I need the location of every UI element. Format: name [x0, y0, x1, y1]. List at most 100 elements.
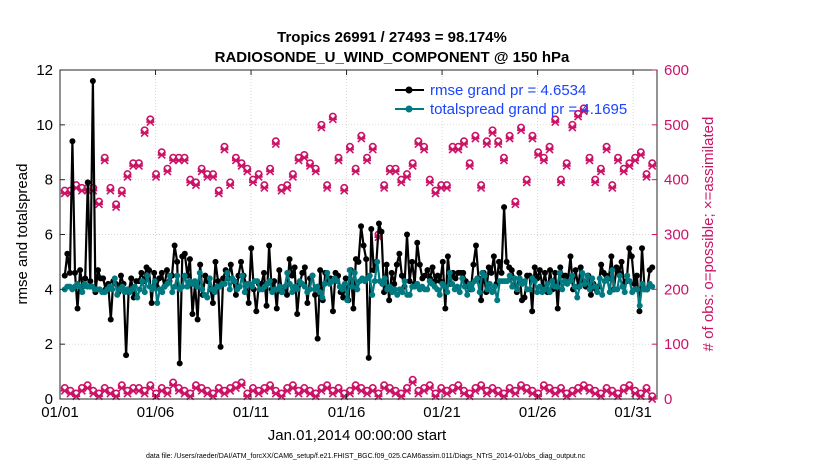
y-tick-label-left: 8: [45, 172, 53, 189]
spread-point: [191, 278, 198, 285]
rmse-point: [608, 253, 615, 260]
rmse-point: [245, 300, 252, 307]
spread-point: [584, 272, 591, 279]
spread-point: [354, 286, 361, 293]
obs-assimilated-marker: [300, 153, 309, 162]
spread-point: [226, 286, 233, 293]
rmse-point: [117, 272, 124, 279]
spread-point: [596, 275, 603, 282]
spread-point: [441, 283, 448, 290]
spread-point: [586, 286, 593, 293]
obs-assimilated-marker: [351, 167, 360, 176]
spread-point: [241, 289, 248, 296]
legend-spread-marker: [405, 105, 413, 113]
spread-point: [554, 283, 561, 290]
obs-assimilated-marker: [226, 181, 235, 190]
spread-point: [341, 280, 348, 287]
rmse-point: [508, 267, 515, 274]
spread-point: [369, 291, 376, 298]
obs-assimilated-marker: [260, 183, 269, 192]
rmse-point: [248, 245, 255, 252]
spread-point: [619, 283, 626, 290]
rmse-point: [406, 278, 413, 285]
obs-assimilated-marker: [488, 128, 497, 138]
spread-point: [391, 286, 398, 293]
obs-assimilated-marker: [402, 172, 412, 181]
spread-point: [424, 286, 431, 293]
obs-assimilated-marker: [442, 183, 451, 192]
spread-point: [444, 289, 451, 296]
spread-point: [626, 278, 633, 285]
y-axis-right-label: # of obs: o=possible; ×=assimilated: [700, 117, 717, 352]
rmse-point: [74, 305, 81, 312]
spread-point: [314, 283, 321, 290]
rmse-point: [501, 204, 508, 211]
spread-point: [544, 280, 551, 287]
spread-point: [199, 286, 206, 293]
rmse-point: [541, 269, 548, 276]
spread-point: [279, 289, 286, 296]
rmse-point: [87, 278, 94, 285]
obs-assimilated-marker: [477, 183, 486, 192]
spread-point: [476, 289, 483, 296]
rmse-point: [128, 275, 135, 282]
spread-point: [371, 278, 378, 285]
rmse-point: [273, 305, 280, 312]
obs-assimilated-marker: [271, 139, 280, 149]
spread-point: [436, 291, 443, 298]
rmse-point: [77, 267, 84, 274]
rmse-point: [294, 311, 301, 318]
rmse-point: [631, 280, 638, 287]
obs-assimilated-marker: [214, 189, 223, 198]
rmse-point: [587, 291, 594, 298]
rmse-point: [495, 258, 502, 265]
spread-point: [599, 291, 606, 298]
spread-point: [249, 283, 256, 290]
y-tick-label-right: 100: [664, 336, 689, 353]
spread-point: [531, 278, 538, 285]
spread-point: [366, 272, 373, 279]
spread-point: [571, 283, 578, 290]
obs-assimilated-marker: [562, 161, 571, 171]
rmse-point: [84, 179, 91, 186]
spread-point: [344, 297, 351, 304]
spread-point: [139, 278, 146, 285]
rmse-point: [552, 269, 559, 276]
rmse-point: [360, 242, 367, 249]
x-tick-label: 01/16: [328, 404, 366, 421]
rmse-point: [266, 242, 273, 249]
obs-assimilated-marker: [648, 161, 657, 171]
obs-assimilated-marker: [345, 145, 355, 154]
spread-point: [516, 275, 523, 282]
spread-point: [109, 286, 116, 293]
x-tick-label: 01/21: [423, 404, 461, 421]
spread-point: [461, 283, 468, 290]
y-tick-label-left: 10: [36, 117, 53, 134]
obs-assimilated-marker: [568, 123, 577, 132]
spread-point: [289, 289, 296, 296]
obs-assimilated-marker: [516, 126, 526, 135]
rmse-point: [329, 308, 336, 315]
spread-point: [484, 286, 491, 293]
obs-assimilated-marker: [522, 178, 531, 187]
y-tick-label-left: 0: [45, 391, 53, 408]
rmse-point: [490, 253, 497, 260]
spread-point: [639, 280, 646, 287]
obs-low-assimilated-marker: [237, 381, 246, 390]
obs-assimilated-marker: [596, 167, 605, 176]
obs-assimilated-marker: [391, 167, 400, 176]
obs-assimilated-marker: [539, 156, 548, 165]
obs-assimilated-marker: [465, 161, 474, 171]
spread-point: [506, 272, 513, 279]
y-tick-label-left: 2: [45, 336, 53, 353]
obs-assimilated-marker: [140, 128, 149, 138]
spread-point: [164, 280, 171, 287]
rmse-point: [301, 264, 308, 271]
obs-assimilated-marker: [220, 145, 229, 154]
rmse-point: [107, 316, 114, 323]
rmse-point: [613, 264, 620, 271]
rmse-point: [529, 308, 536, 315]
rmse-point: [202, 272, 209, 279]
obs-assimilated-marker: [151, 172, 161, 181]
spread-point: [606, 289, 613, 296]
